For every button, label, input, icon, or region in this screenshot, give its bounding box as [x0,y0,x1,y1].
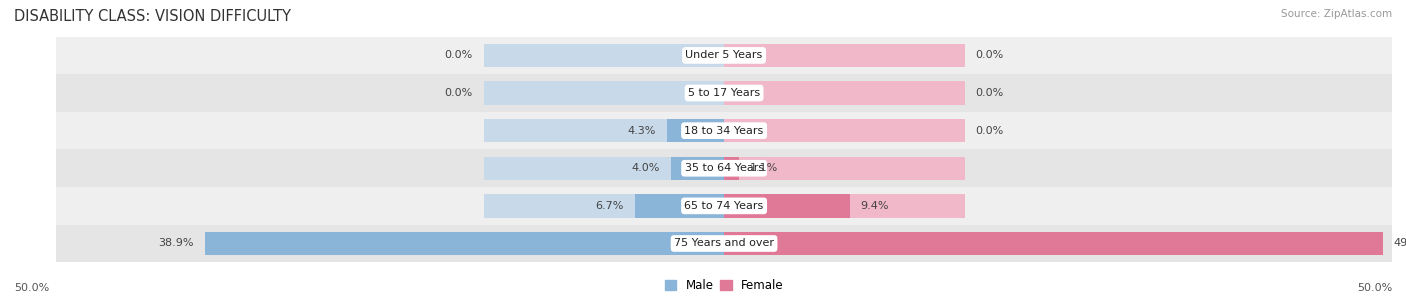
Bar [724,232,1382,255]
Bar [484,194,724,217]
Bar [56,149,1392,187]
Bar [484,81,724,105]
Text: 0.0%: 0.0% [976,88,1004,98]
Text: 6.7%: 6.7% [596,201,624,211]
Bar [724,156,965,180]
Bar [724,194,965,217]
Text: DISABILITY CLASS: VISION DIFFICULTY: DISABILITY CLASS: VISION DIFFICULTY [14,9,291,24]
Text: 1.1%: 1.1% [749,163,778,173]
Bar [724,119,965,142]
Text: 0.0%: 0.0% [976,126,1004,136]
Bar [724,81,965,105]
Text: 75 Years and over: 75 Years and over [673,239,775,249]
Text: Source: ZipAtlas.com: Source: ZipAtlas.com [1281,9,1392,19]
Bar [671,156,724,180]
Text: 0.0%: 0.0% [976,50,1004,60]
Text: 0.0%: 0.0% [444,88,472,98]
Bar [56,187,1392,225]
Text: 50.0%: 50.0% [1357,283,1392,293]
Bar [204,232,724,255]
Bar [56,112,1392,149]
Text: 0.0%: 0.0% [444,50,472,60]
Bar [484,232,724,255]
Bar [56,74,1392,112]
Bar [56,225,1392,262]
Bar [724,44,965,67]
Text: 50.0%: 50.0% [14,283,49,293]
Text: 9.4%: 9.4% [860,201,889,211]
Text: Under 5 Years: Under 5 Years [686,50,762,60]
Bar [724,156,738,180]
Text: 35 to 64 Years: 35 to 64 Years [685,163,763,173]
Legend: Male, Female: Male, Female [659,274,789,297]
Bar [484,44,724,67]
Text: 5 to 17 Years: 5 to 17 Years [688,88,761,98]
Bar [484,156,724,180]
Text: 49.3%: 49.3% [1393,239,1406,249]
Bar [634,194,724,217]
Text: 65 to 74 Years: 65 to 74 Years [685,201,763,211]
Bar [484,119,724,142]
Text: 4.0%: 4.0% [631,163,659,173]
Bar [724,194,849,217]
Bar [666,119,724,142]
Text: 38.9%: 38.9% [159,239,194,249]
Bar [724,232,965,255]
Text: 18 to 34 Years: 18 to 34 Years [685,126,763,136]
Text: 4.3%: 4.3% [627,126,657,136]
Bar [56,37,1392,74]
